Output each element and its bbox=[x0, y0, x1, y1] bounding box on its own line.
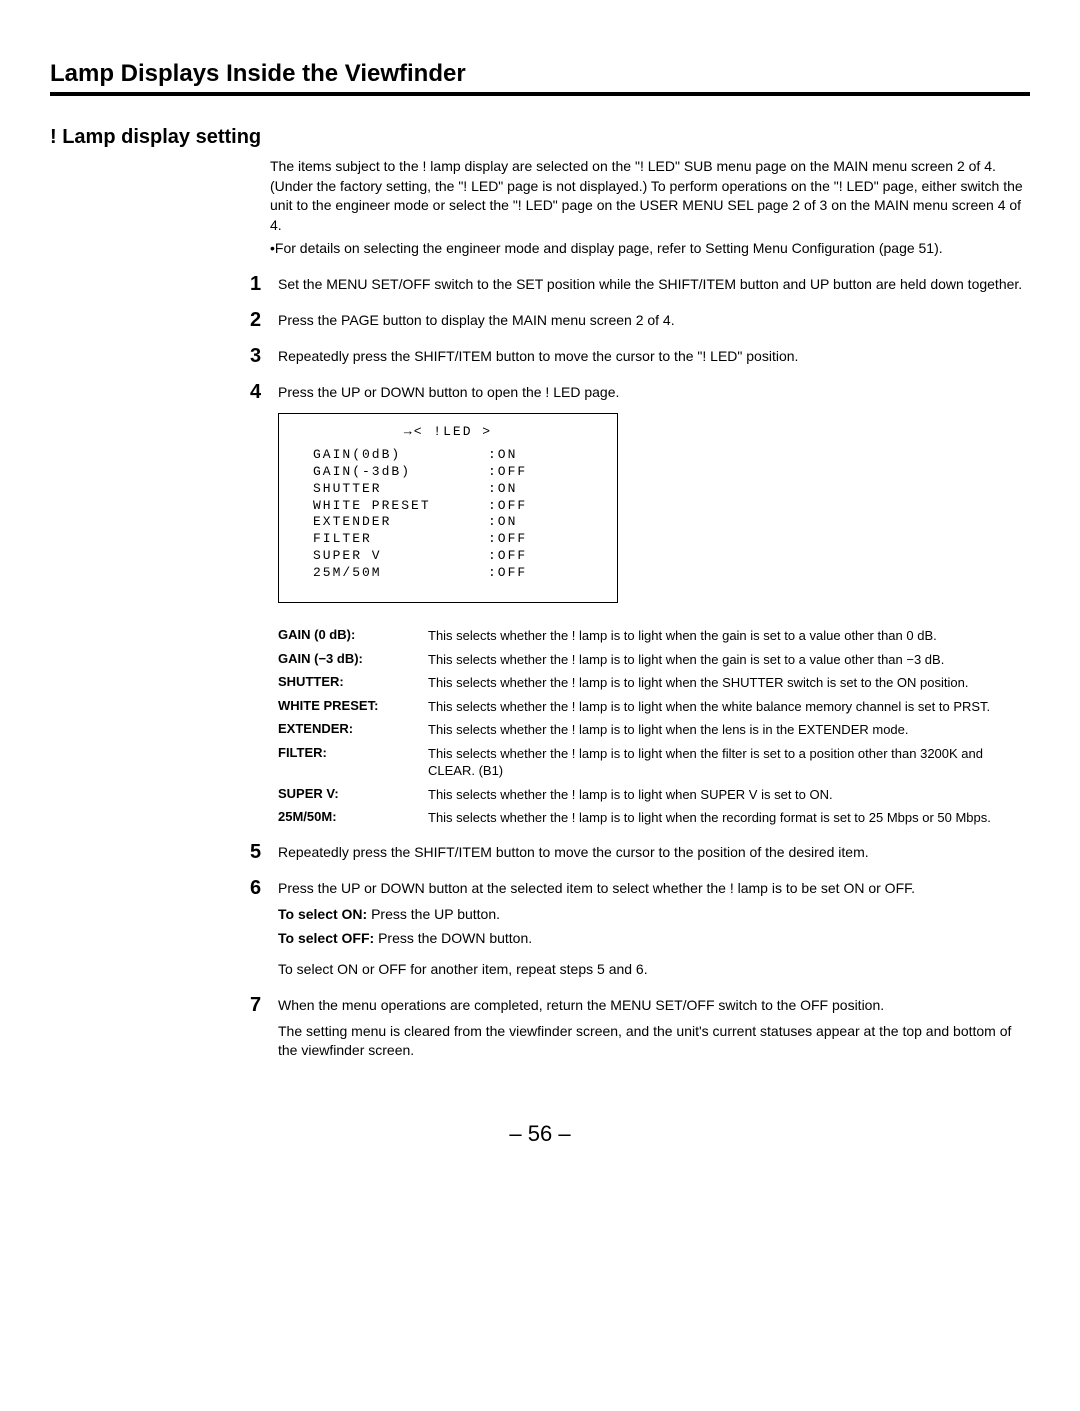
step-6: 6 Press the UP or DOWN button at the sel… bbox=[250, 877, 1030, 899]
step-text: Press the UP or DOWN button at the selec… bbox=[278, 877, 915, 899]
section-title: ! Lamp display setting bbox=[50, 126, 1030, 149]
led-row: GAIN(-3dB):OFF bbox=[293, 464, 603, 481]
def-text: This selects whether the ! lamp is to li… bbox=[428, 651, 944, 669]
led-value: :OFF bbox=[488, 531, 527, 548]
step-3: 3 Repeatedly press the SHIFT/ITEM button… bbox=[250, 345, 1030, 367]
def-text: This selects whether the ! lamp is to li… bbox=[428, 745, 1030, 780]
led-value: :ON bbox=[488, 514, 517, 531]
page-title: Lamp Displays Inside the Viewfinder bbox=[50, 60, 1030, 96]
led-label: GAIN(-3dB) bbox=[313, 464, 488, 481]
step6-off: To select OFF: Press the DOWN button. bbox=[278, 929, 1030, 949]
led-row: SUPER V:OFF bbox=[293, 548, 603, 565]
step-number: 4 bbox=[250, 381, 278, 403]
led-label: WHITE PRESET bbox=[313, 498, 488, 515]
definitions-table: GAIN (0 dB):This selects whether the ! l… bbox=[278, 627, 1030, 827]
def-text: This selects whether the ! lamp is to li… bbox=[428, 721, 909, 739]
led-value: :ON bbox=[488, 481, 517, 498]
def-row: WHITE PRESET:This selects whether the ! … bbox=[278, 698, 1030, 716]
def-row: SHUTTER:This selects whether the ! lamp … bbox=[278, 674, 1030, 692]
def-text: This selects whether the ! lamp is to li… bbox=[428, 627, 937, 645]
led-menu-box: →< !LED > GAIN(0dB):ON GAIN(-3dB):OFF SH… bbox=[278, 413, 618, 603]
step-text: Press the PAGE button to display the MAI… bbox=[278, 309, 675, 331]
step-text: Set the MENU SET/OFF switch to the SET p… bbox=[278, 273, 1022, 295]
step-text: Repeatedly press the SHIFT/ITEM button t… bbox=[278, 841, 869, 863]
step-7: 7 When the menu operations are completed… bbox=[250, 994, 1030, 1016]
led-label: 25M/50M bbox=[313, 565, 488, 582]
led-row: WHITE PRESET:OFF bbox=[293, 498, 603, 515]
def-text: This selects whether the ! lamp is to li… bbox=[428, 674, 968, 692]
led-value: :OFF bbox=[488, 464, 527, 481]
step-1: 1 Set the MENU SET/OFF switch to the SET… bbox=[250, 273, 1030, 295]
intro-bullet: •For details on selecting the engineer m… bbox=[270, 239, 1030, 259]
def-label: SUPER V: bbox=[278, 786, 428, 804]
def-label: EXTENDER: bbox=[278, 721, 428, 739]
led-value: :OFF bbox=[488, 548, 527, 565]
def-text: This selects whether the ! lamp is to li… bbox=[428, 786, 833, 804]
step6-on: To select ON: Press the UP button. bbox=[278, 905, 1030, 925]
def-label: WHITE PRESET: bbox=[278, 698, 428, 716]
step-number: 1 bbox=[250, 273, 278, 295]
def-row: GAIN (−3 dB):This selects whether the ! … bbox=[278, 651, 1030, 669]
def-row: FILTER:This selects whether the ! lamp i… bbox=[278, 745, 1030, 780]
step-number: 7 bbox=[250, 994, 278, 1016]
def-label: FILTER: bbox=[278, 745, 428, 780]
def-row: SUPER V:This selects whether the ! lamp … bbox=[278, 786, 1030, 804]
step-5: 5 Repeatedly press the SHIFT/ITEM button… bbox=[250, 841, 1030, 863]
led-label: SHUTTER bbox=[313, 481, 488, 498]
led-row: GAIN(0dB):ON bbox=[293, 447, 603, 464]
step-number: 5 bbox=[250, 841, 278, 863]
step-number: 6 bbox=[250, 877, 278, 899]
step6-repeat: To select ON or OFF for another item, re… bbox=[278, 960, 1030, 980]
led-value: :OFF bbox=[488, 498, 527, 515]
def-label: SHUTTER: bbox=[278, 674, 428, 692]
def-row: EXTENDER:This selects whether the ! lamp… bbox=[278, 721, 1030, 739]
def-text: This selects whether the ! lamp is to li… bbox=[428, 698, 990, 716]
led-label: GAIN(0dB) bbox=[313, 447, 488, 464]
led-row: FILTER:OFF bbox=[293, 531, 603, 548]
step-2: 2 Press the PAGE button to display the M… bbox=[250, 309, 1030, 331]
def-row: GAIN (0 dB):This selects whether the ! l… bbox=[278, 627, 1030, 645]
step-number: 3 bbox=[250, 345, 278, 367]
intro-paragraph: The items subject to the ! lamp display … bbox=[270, 157, 1030, 235]
step7-sub: The setting menu is cleared from the vie… bbox=[278, 1022, 1030, 1061]
def-label: GAIN (0 dB): bbox=[278, 627, 428, 645]
page-number: – 56 – bbox=[50, 1121, 1030, 1147]
def-label: GAIN (−3 dB): bbox=[278, 651, 428, 669]
def-row: 25M/50M:This selects whether the ! lamp … bbox=[278, 809, 1030, 827]
led-label: FILTER bbox=[313, 531, 488, 548]
step-text: Repeatedly press the SHIFT/ITEM button t… bbox=[278, 345, 798, 367]
led-label: SUPER V bbox=[313, 548, 488, 565]
led-box-title: →< !LED > bbox=[293, 424, 603, 441]
step-4: 4 Press the UP or DOWN button to open th… bbox=[250, 381, 1030, 403]
step-text: Press the UP or DOWN button to open the … bbox=[278, 381, 619, 403]
def-text: This selects whether the ! lamp is to li… bbox=[428, 809, 991, 827]
led-value: :OFF bbox=[488, 565, 527, 582]
led-row: 25M/50M:OFF bbox=[293, 565, 603, 582]
led-value: :ON bbox=[488, 447, 517, 464]
led-row: SHUTTER:ON bbox=[293, 481, 603, 498]
def-label: 25M/50M: bbox=[278, 809, 428, 827]
led-row: EXTENDER:ON bbox=[293, 514, 603, 531]
step-text: When the menu operations are completed, … bbox=[278, 994, 884, 1016]
led-label: EXTENDER bbox=[313, 514, 488, 531]
step-number: 2 bbox=[250, 309, 278, 331]
